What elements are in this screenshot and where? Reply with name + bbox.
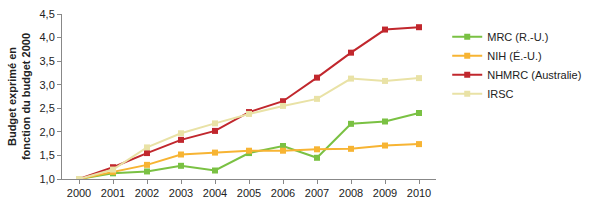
- svg-text:4,5: 4,5: [40, 8, 55, 20]
- svg-text:NHMRC (Australie): NHMRC (Australie): [487, 69, 581, 81]
- svg-text:1,0: 1,0: [40, 173, 55, 185]
- svg-text:2001: 2001: [101, 187, 125, 199]
- svg-text:2003: 2003: [169, 187, 193, 199]
- svg-text:2004: 2004: [203, 187, 227, 199]
- svg-text:2002: 2002: [135, 187, 159, 199]
- svg-text:2005: 2005: [237, 187, 261, 199]
- svg-text:4,0: 4,0: [40, 31, 55, 43]
- svg-text:2,5: 2,5: [40, 102, 55, 114]
- svg-text:2008: 2008: [339, 187, 363, 199]
- svg-text:2,0: 2,0: [40, 126, 55, 138]
- svg-text:2010: 2010: [407, 187, 431, 199]
- svg-text:IRSC: IRSC: [487, 88, 513, 100]
- svg-text:2006: 2006: [271, 187, 295, 199]
- svg-text:Budget exprimé enfonction du b: Budget exprimé enfonction du budget 2000: [6, 33, 32, 160]
- svg-text:2000: 2000: [67, 187, 91, 199]
- svg-text:3,5: 3,5: [40, 55, 55, 67]
- svg-text:MRC (R.-U.): MRC (R.-U.): [487, 31, 548, 43]
- svg-text:2009: 2009: [373, 187, 397, 199]
- svg-text:2007: 2007: [305, 187, 329, 199]
- svg-text:NIH (É.-U.): NIH (É.-U.): [487, 50, 541, 62]
- svg-text:3,0: 3,0: [40, 79, 55, 91]
- svg-text:1,5: 1,5: [40, 149, 55, 161]
